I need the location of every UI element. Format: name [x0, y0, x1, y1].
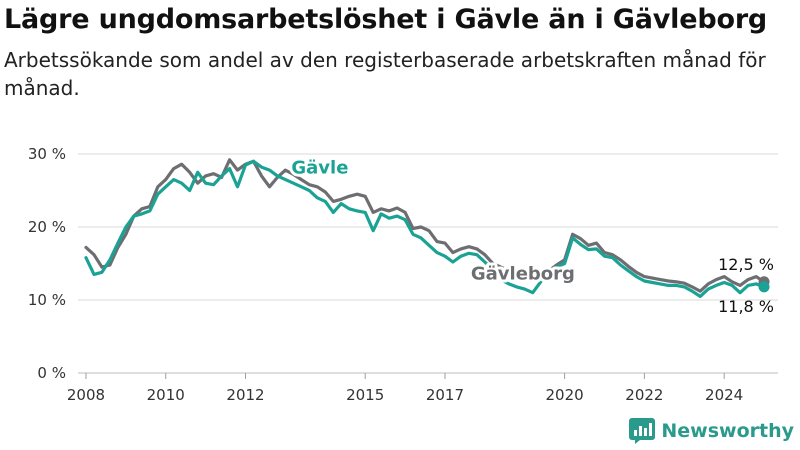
series-layer [84, 158, 770, 298]
y-axis-ticks: 0 % 10 % 20 % 30 % [28, 145, 66, 382]
x-tick-label: 2010 [147, 386, 185, 404]
x-tick-label: 2022 [625, 386, 663, 404]
chart-subtitle: Arbetssökande som andel av den registerb… [4, 48, 766, 100]
brand-name: Newsworthy [661, 420, 794, 442]
x-axis-ticks: 2008 2010 2012 2015 2017 2020 2022 2024 [67, 373, 743, 404]
series-label-gavle: Gävle [291, 158, 348, 179]
series-line-gavle [84, 159, 766, 298]
label-layer: Gävle Gävleborg 12,5 % 11,8 % [288, 155, 774, 316]
y-tick-label: 10 % [28, 291, 66, 309]
y-tick-label: 20 % [28, 218, 66, 236]
series-line-gavleborg [84, 158, 766, 293]
x-tick-label: 2012 [226, 386, 264, 404]
grid-layer [78, 153, 778, 374]
series-end-point [758, 281, 770, 293]
newsworthy-logo-icon [629, 418, 656, 444]
x-tick-label: 2017 [426, 386, 464, 404]
end-label-gavle: 11,8 % [718, 297, 774, 316]
series-label-gavleborg: Gävleborg [471, 264, 575, 285]
end-label-gavleborg: 12,5 % [718, 255, 774, 274]
newsworthy-logo: Newsworthy [629, 416, 794, 446]
x-tick-label: 2015 [346, 386, 384, 404]
x-tick-label: 2008 [67, 386, 105, 404]
chart-title: Lägre ungdomsarbetslöshet i Gävle än i G… [4, 4, 768, 35]
x-tick-label: 2020 [546, 386, 584, 404]
y-tick-label: 30 % [28, 145, 66, 163]
y-tick-label: 0 % [37, 364, 66, 382]
x-tick-label: 2024 [705, 386, 743, 404]
